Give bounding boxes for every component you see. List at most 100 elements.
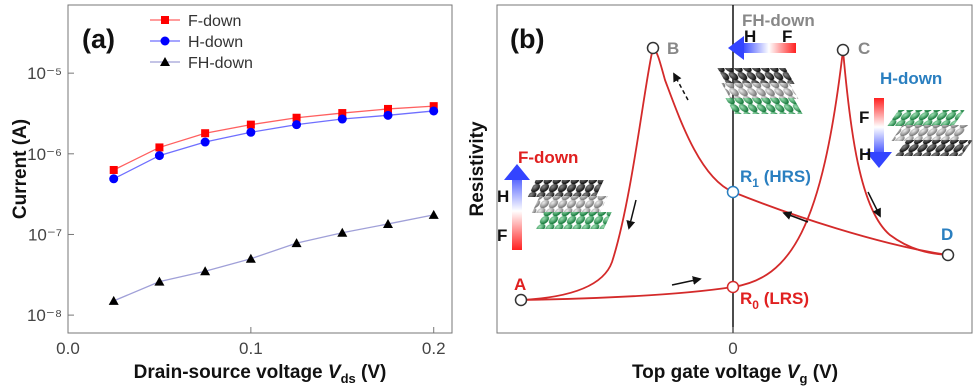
point-label: C [858, 39, 870, 58]
y-axis-label: Resistivity [467, 121, 488, 216]
x-label-sub: ds [341, 371, 356, 386]
layer [887, 110, 965, 126]
arrow-head [728, 36, 744, 60]
layer [721, 83, 799, 99]
legend-marker [160, 36, 170, 46]
point-d [941, 248, 955, 262]
marker [201, 129, 210, 138]
marker [246, 120, 255, 129]
x-tick-label: 0.2 [422, 339, 446, 358]
arrow-head [866, 152, 892, 168]
y-tick-label: 10⁻⁶ [27, 145, 62, 164]
inset-start: F [782, 27, 792, 46]
inset-fh-down: FH-down H F [717, 11, 815, 114]
curve-b-a [520, 47, 654, 301]
inset-end: H [744, 27, 756, 46]
gradient-arrow [874, 98, 884, 156]
layer [891, 125, 969, 141]
marker [337, 114, 347, 124]
x-label-sub: g [799, 371, 807, 386]
direction-arrows [626, 72, 881, 286]
marker [428, 209, 439, 219]
layer [895, 140, 973, 156]
y-tick-label: 10⁻⁷ [28, 225, 62, 244]
point-c [836, 43, 850, 57]
legend-label: F-down [188, 13, 241, 30]
state-markers [514, 41, 955, 307]
state-label: R0 (LRS) [740, 289, 809, 312]
x-label-unit: (V) [807, 362, 838, 383]
marker [155, 143, 164, 152]
point-r1 [726, 185, 740, 199]
marker [429, 102, 438, 111]
x-axis-label: Top gate voltage Vg (V) [632, 362, 838, 386]
marker [154, 276, 165, 286]
y-axis-label: Current (A) [10, 119, 31, 219]
arrow [671, 276, 702, 286]
gradient-arrow [512, 172, 522, 250]
marker [109, 165, 118, 174]
arrow [673, 72, 689, 101]
marker [338, 109, 347, 118]
marker [292, 120, 302, 130]
inset-title: F-down [518, 148, 578, 167]
legend-label: H-down [188, 34, 243, 51]
marker [291, 238, 302, 248]
marker [429, 106, 439, 116]
point-a [514, 293, 528, 307]
marker [292, 113, 301, 122]
panel-b: (b) Resistivity Top gate voltage Vg (V) … [467, 4, 973, 386]
point-r0 [726, 280, 740, 294]
x-axis-label: Drain-source voltage Vds (V) [134, 362, 387, 386]
gradient-arrow [742, 43, 796, 53]
marker [108, 295, 119, 305]
plot-frame [67, 4, 453, 334]
marker [384, 104, 392, 113]
state-sub: 0 [752, 298, 759, 312]
state-sub: 1 [752, 176, 759, 190]
inset-title: H-down [880, 69, 942, 88]
layer [717, 68, 795, 84]
marker [337, 227, 348, 237]
curve-d-b [652, 47, 949, 256]
marker [246, 127, 256, 137]
state-tag: (LRS) [759, 289, 809, 308]
series-line [113, 110, 434, 180]
arrow [867, 191, 881, 218]
series-line [113, 105, 434, 171]
inset-start: F [859, 108, 869, 127]
marker [383, 110, 393, 120]
marker [200, 266, 211, 276]
arrow-head [504, 164, 530, 180]
panel-a: (a) Current (A) Drain-source voltage Vds… [10, 4, 453, 386]
series-line [113, 214, 434, 302]
panel-label: (a) [82, 24, 115, 54]
x-label-var: V [787, 362, 801, 383]
state-tag: (HRS) [759, 167, 811, 186]
marker [245, 253, 256, 263]
inset-end: H [859, 145, 871, 164]
y-tick-label: 10⁻⁸ [27, 306, 62, 325]
legend-label: FH-down [188, 55, 253, 72]
point-label: D [941, 225, 953, 244]
arrow [626, 199, 637, 230]
legend-marker [161, 16, 169, 24]
layer [527, 180, 604, 197]
x-label-unit: (V) [356, 362, 387, 383]
layer [531, 196, 608, 213]
y-tick-label: 10⁻⁵ [27, 64, 62, 83]
arrow [782, 211, 809, 223]
state-label: R1 (HRS) [740, 167, 811, 190]
x-label-text: Top gate voltage [632, 362, 787, 383]
marker [383, 218, 393, 228]
x-label-var: V [328, 362, 342, 383]
inset-f-down: F-down H F [497, 148, 612, 250]
x-label-text: Drain-source voltage [134, 362, 328, 383]
legend-marker [160, 57, 170, 66]
marker [200, 137, 210, 147]
marker [154, 151, 164, 161]
point-b [646, 41, 660, 55]
inset-end: H [497, 187, 509, 206]
